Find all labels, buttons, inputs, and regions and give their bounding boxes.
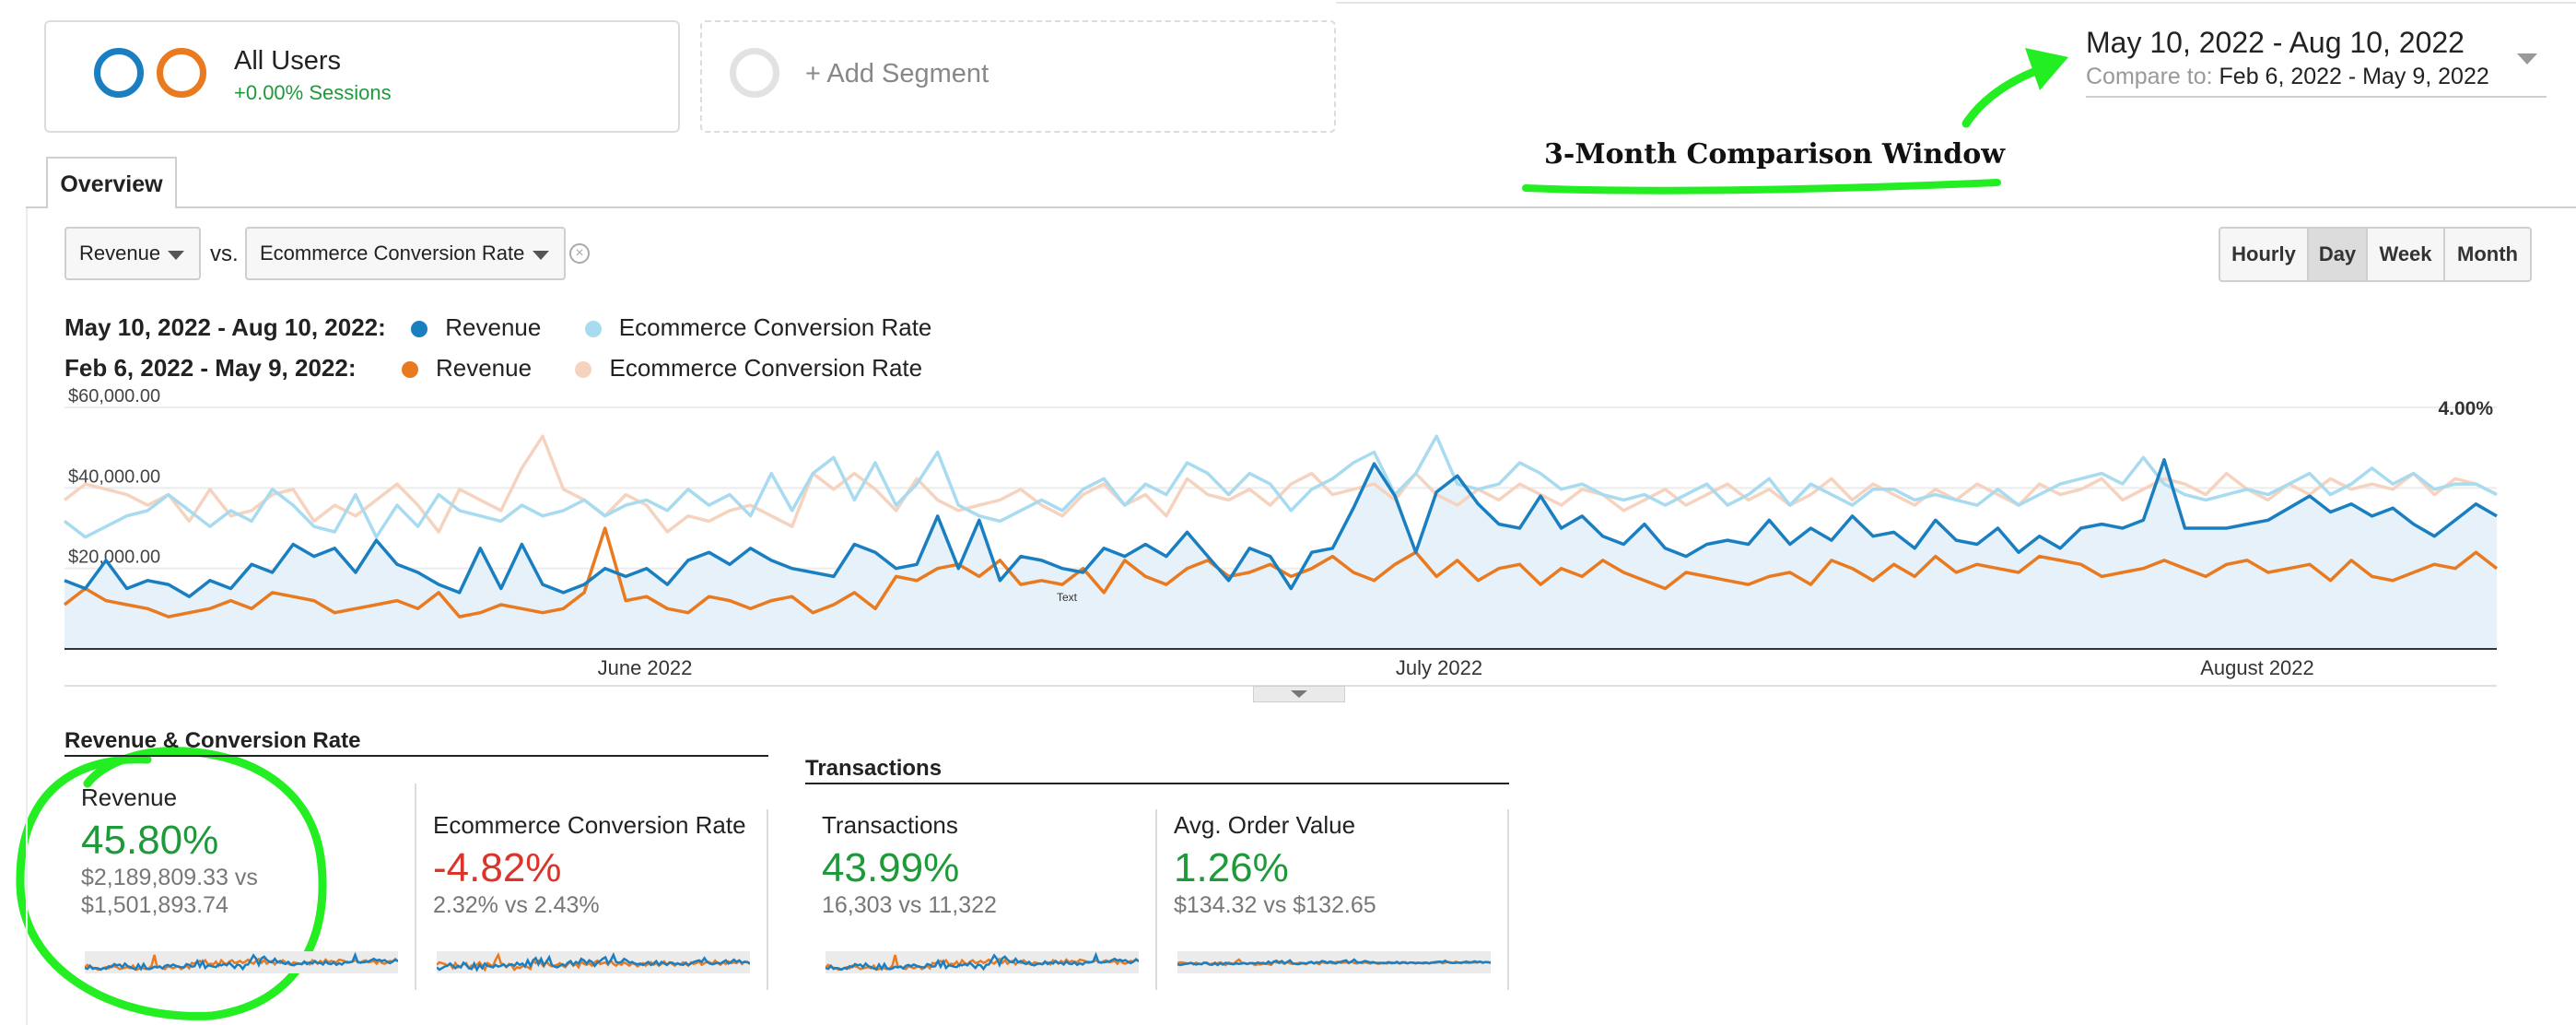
metric-change: 1.26% [1174,845,1289,890]
date-range-compare: Compare to: Feb 6, 2022 - May 9, 2022 [2086,64,2489,90]
y-left-tick-label: $60,000.00 [68,386,160,406]
segment-orange-ring-icon [157,48,206,98]
tab-overview[interactable]: Overview [46,157,177,208]
y-right-tick-label: 4.00% [2438,398,2493,419]
annotation-underline-icon [1522,179,2001,194]
series-line-previous-conversion [63,434,2498,534]
sparkline-line [1177,958,1491,967]
legend-current-conversion-dot [584,321,602,338]
segment-card-all-users[interactable]: All Users +0.00% Sessions [44,20,680,133]
left-border [26,208,28,1025]
section-transactions-rule [805,783,1509,784]
chevron-down-icon [1291,690,1307,698]
metric-separator [767,809,768,990]
metric-separator [1507,809,1509,990]
metric-separator [415,783,416,990]
annotation-label: 3-Month Comparison Window [1544,138,2006,171]
sparkline-line [437,951,750,972]
remove-metric-icon[interactable]: × [569,243,590,264]
legend-current-conversion: Ecommerce Conversion Rate [618,313,932,341]
sparkline-avg-order-value [1177,951,1491,973]
metric-change: -4.82% [433,845,562,890]
legend-row-current: May 10, 2022 - Aug 10, 2022: Revenue Eco… [64,313,931,342]
revenue-circle-annotation-icon [16,747,327,1020]
current-revenue-area [64,459,2497,649]
x-tick-label: June 2022 [598,656,693,679]
sparkline-transactions [825,951,1139,973]
sparkline-revenue [85,951,398,973]
granularity-day-button[interactable]: Day [2307,227,2368,282]
metric-transactions[interactable]: Transactions 43.99% 16,303 vs 11,322 [822,811,997,919]
legend-previous-conversion: Ecommerce Conversion Rate [609,354,923,382]
sparkline-line [85,951,398,972]
metric-label: Ecommerce Conversion Rate [433,811,746,839]
series-line-current-conversion [63,434,2498,539]
add-segment-label: + Add Segment [805,59,989,88]
compare-label: Compare to: [2086,64,2213,89]
legend-current-revenue: Revenue [445,313,542,341]
date-range-picker[interactable]: May 10, 2022 - Aug 10, 2022 Compare to: … [2086,26,2489,90]
date-range-primary: May 10, 2022 - Aug 10, 2022 [2086,26,2465,59]
metric-comparison: $2,189,809.33 vs [81,865,258,890]
segment-blue-ring-icon [94,48,144,98]
main-line-chart[interactable]: $60,000.00$40,000.00$20,000.004.00%2.00%… [0,0,2576,719]
metric-conversion-rate[interactable]: Ecommerce Conversion Rate -4.82% 2.32% v… [433,811,746,919]
granularity-week-button[interactable]: Week [2366,227,2445,282]
add-segment-card[interactable]: + Add Segment [700,20,1336,133]
metric-revenue[interactable]: Revenue 45.80% $2,189,809.33 vs $1,501,8… [81,783,258,919]
chart-inline-text: Text [1057,591,1078,604]
series-line-current-revenue [64,458,2498,598]
annotation-arrowhead-icon [2025,48,2068,90]
section-revenue-conversion-rule [64,755,768,757]
metric-label: Avg. Order Value [1174,811,1356,839]
x-tick-label: August 2022 [2200,656,2314,679]
vs-label: vs. [210,242,239,266]
segment-name: All Users [234,46,342,76]
compare-value: Feb 6, 2022 - May 9, 2022 [2219,64,2489,89]
metric-label: Transactions [822,811,958,839]
metric-1-label: Revenue [79,242,161,265]
tab-divider [26,206,2576,208]
y-left-tick-label: $20,000.00 [68,548,160,568]
metric-comparison: 2.32% vs 2.43% [433,892,600,918]
y-left-tick-label: $40,000.00 [68,466,160,487]
metric-1-select[interactable]: Revenue [64,227,201,280]
metric-comparison-2: $1,501,893.74 [81,892,228,918]
date-range-underline [2086,96,2547,98]
granularity-month-button[interactable]: Month [2443,227,2532,282]
metric-label: Revenue [81,783,178,811]
x-tick-label: July 2022 [1396,656,1482,679]
chart-collapse-handle[interactable] [1253,686,1345,702]
legend-row-previous: Feb 6, 2022 - May 9, 2022: Revenue Ecomm… [64,354,922,383]
chevron-down-icon [168,251,184,260]
chevron-down-icon [533,251,549,260]
segment-sessions: +0.00% Sessions [234,81,392,104]
metric-change: 45.80% [81,818,219,863]
legend-previous-conversion-dot [575,361,592,379]
legend-previous-revenue: Revenue [435,354,533,382]
legend-current-revenue-dot [411,321,428,338]
top-divider [1336,2,2576,4]
metric-2-label: Ecommerce Conversion Rate [260,242,525,265]
legend-previous-revenue-dot [401,361,418,379]
legend-current-period: May 10, 2022 - Aug 10, 2022: [64,313,386,341]
metric-comparison: 16,303 vs 11,322 [822,892,997,918]
sparkline-conversion-rate [437,951,750,973]
add-segment-ring-icon [730,48,779,98]
date-range-dropdown-icon[interactable] [2517,53,2537,65]
metric-2-select[interactable]: Ecommerce Conversion Rate [245,227,566,280]
section-revenue-conversion-title: Revenue & Conversion Rate [64,728,361,753]
metric-separator [1155,809,1157,990]
metric-change: 43.99% [822,845,960,890]
metric-avg-order-value[interactable]: Avg. Order Value 1.26% $134.32 vs $132.6… [1174,811,1376,919]
metric-comparison: $134.32 vs $132.65 [1174,892,1376,918]
section-transactions-title: Transactions [805,756,943,781]
legend-previous-period: Feb 6, 2022 - May 9, 2022: [64,354,357,382]
sparkline-line [825,951,1139,972]
